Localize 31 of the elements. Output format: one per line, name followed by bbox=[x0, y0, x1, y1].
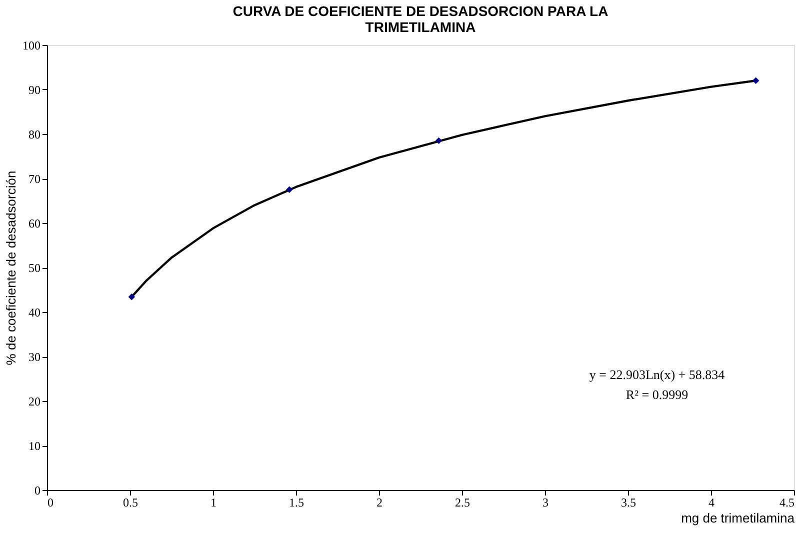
x-tick-label: 3.5 bbox=[621, 496, 636, 510]
annotation: y = 22.903Ln(x) + 58.834 bbox=[589, 367, 726, 382]
y-axis-title: % de coeficiente de desadsorción bbox=[4, 170, 18, 366]
y-tick-label: 60 bbox=[28, 216, 40, 230]
point bbox=[128, 294, 136, 300]
y-tick-label: 0 bbox=[34, 484, 40, 498]
x-tick-label: 4 bbox=[708, 496, 714, 510]
x-axis-title: mg de trimetilamina bbox=[681, 510, 796, 526]
x-tick-label: 2 bbox=[376, 496, 382, 510]
point bbox=[435, 137, 442, 144]
y-tick-label: 10 bbox=[28, 439, 40, 453]
y-tick-label: 50 bbox=[28, 261, 40, 275]
y-tick-label: 100 bbox=[22, 38, 40, 52]
y-tick-label: 40 bbox=[28, 306, 40, 320]
text: CURVA DE COEFICIENTE DE DESADSORCION PARA LA bbox=[232, 3, 608, 19]
point bbox=[752, 77, 760, 84]
x-tick-label: 1 bbox=[210, 496, 216, 510]
x-tick-label: 2.5 bbox=[455, 496, 470, 510]
point bbox=[286, 186, 293, 193]
x-tick-label: 1.5 bbox=[289, 496, 304, 510]
y-tick-label: 80 bbox=[28, 128, 40, 142]
y-tick-label: 70 bbox=[28, 172, 40, 186]
annotation: R² = 0.9999 bbox=[626, 387, 688, 402]
x-tick-label: 0 bbox=[48, 496, 54, 510]
x-tick-label: 3 bbox=[542, 496, 548, 510]
y-tick-label: 90 bbox=[28, 83, 40, 97]
text: TRIMETILAMINA bbox=[365, 19, 476, 35]
x-tick-label: 0.5 bbox=[123, 496, 138, 510]
y-tick-label: 20 bbox=[28, 394, 40, 408]
y-tick-label: 30 bbox=[28, 350, 40, 364]
x-tick-label: 4.5 bbox=[780, 496, 794, 510]
